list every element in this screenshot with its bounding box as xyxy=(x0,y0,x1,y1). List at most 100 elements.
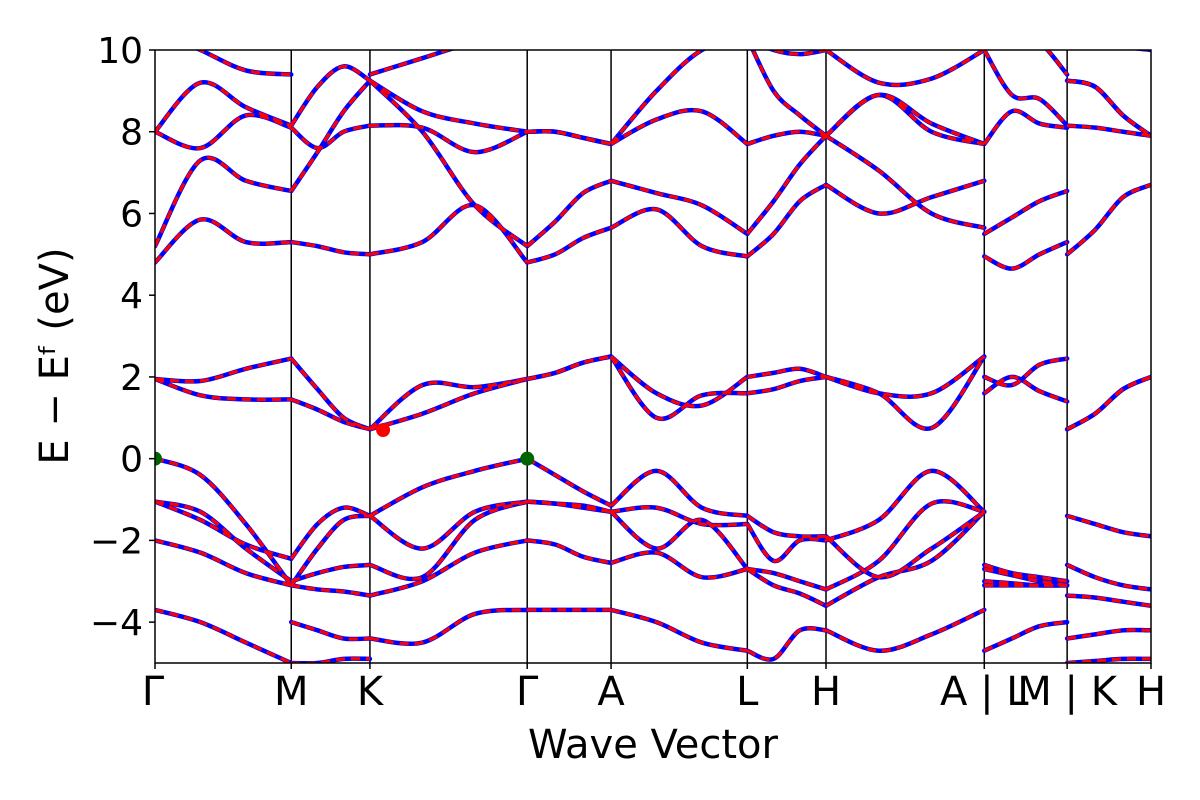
band-line-wannier xyxy=(825,355,986,431)
band-line-wannier xyxy=(1066,375,1151,431)
band-line-wannier xyxy=(289,506,371,560)
band-line-wannier xyxy=(610,179,749,236)
band-line-wannier xyxy=(290,124,371,150)
band-line-wannier xyxy=(196,50,292,77)
band-line-dft xyxy=(608,509,750,572)
band-line-dft xyxy=(982,50,1070,77)
plot-frame xyxy=(154,49,1152,664)
band-line-dft xyxy=(745,513,829,539)
band-line-dft xyxy=(1131,50,1151,53)
wannier-bands xyxy=(155,17,1151,663)
band-line-wannier xyxy=(610,505,748,527)
y-tick-label: 0 xyxy=(120,440,143,481)
band-line-wannier xyxy=(369,608,528,646)
band-edge-markers xyxy=(155,423,535,466)
band-line-wannier xyxy=(526,179,612,248)
band-line-dft xyxy=(1064,123,1151,139)
band-line-wannier xyxy=(526,226,612,265)
x-tick-label: M xyxy=(274,669,309,715)
band-line-wannier xyxy=(825,499,985,591)
band-line-dft xyxy=(823,133,987,231)
band-line-wannier xyxy=(368,377,528,431)
band-line-dft xyxy=(823,92,987,147)
band-line-wannier xyxy=(1066,79,1151,138)
band-line-dft xyxy=(767,50,829,57)
band-line-wannier xyxy=(825,134,985,230)
band-line-wannier xyxy=(610,550,748,580)
band-line-wannier xyxy=(747,367,827,379)
band-line-dft xyxy=(289,619,373,642)
band-line-dft xyxy=(1064,656,1151,663)
band-line-wannier xyxy=(1066,183,1151,256)
band-line-dft xyxy=(367,78,530,134)
band-line-wannier xyxy=(609,510,749,571)
x-tick-label: H xyxy=(811,669,841,715)
band-line-wannier xyxy=(291,657,370,663)
band-line-dft xyxy=(289,562,373,584)
band-line-wannier xyxy=(746,626,827,662)
band-line-dft xyxy=(745,374,829,396)
band-line-dft xyxy=(367,456,530,519)
band-line-dft xyxy=(367,607,530,646)
x-tick-label: L xyxy=(736,669,759,715)
band-line-wannier xyxy=(155,156,292,247)
band-line-wannier xyxy=(610,108,749,146)
band-line-dft xyxy=(367,203,530,265)
band-line-wannier xyxy=(289,514,371,587)
y-tick-label: 8 xyxy=(120,113,143,154)
band-line-wannier xyxy=(746,183,827,258)
x-tick-label: H xyxy=(1136,669,1166,715)
band-line-wannier xyxy=(610,608,748,653)
band-line-wannier xyxy=(983,356,1068,387)
band-line-wannier xyxy=(155,457,293,587)
y-tick-label: 10 xyxy=(97,31,143,72)
band-line-dft xyxy=(155,538,294,588)
band-line-dft xyxy=(823,178,987,216)
band-line-wannier xyxy=(291,240,371,256)
band-line-dft xyxy=(155,80,294,134)
band-line-wannier xyxy=(746,130,827,146)
band-line-wannier xyxy=(155,217,292,264)
band-line-dft xyxy=(524,129,614,147)
band-line-dft xyxy=(745,566,829,609)
band-line-wannier xyxy=(369,123,528,154)
band-line-wannier xyxy=(1136,50,1151,52)
y-tick-label: 2 xyxy=(120,358,143,399)
band-line-dft xyxy=(823,354,987,399)
band-line-dft xyxy=(1064,513,1151,539)
band-line-wannier xyxy=(825,469,986,542)
band-line-wannier xyxy=(369,377,528,431)
band-line-wannier xyxy=(155,500,292,561)
band-line-wannier xyxy=(368,79,529,248)
band-line-wannier xyxy=(825,510,986,608)
y-tick-label: 6 xyxy=(120,194,143,235)
band-line-wannier xyxy=(289,79,372,192)
band-line-wannier xyxy=(369,203,529,264)
band-line-dft xyxy=(823,499,987,592)
band-line-wannier xyxy=(611,17,747,37)
band-line-wannier xyxy=(825,608,985,653)
band-line-dft xyxy=(155,499,294,584)
band-line-dft xyxy=(524,538,614,566)
band-line-wannier xyxy=(369,500,528,581)
band-line-dft xyxy=(1064,562,1151,592)
band-line-dft xyxy=(982,619,1070,653)
band-line-dft xyxy=(823,607,987,653)
y-tick-label: −2 xyxy=(90,521,143,562)
x-tick-label: A xyxy=(597,669,625,715)
band-line-dft xyxy=(1064,627,1151,641)
x-axis-label: Wave Vector xyxy=(528,722,779,768)
band-line-dft xyxy=(1064,593,1151,609)
band-line-dft xyxy=(289,356,373,432)
band-line-wannier xyxy=(526,457,612,508)
cbm-marker xyxy=(376,423,391,438)
band-line-dft xyxy=(289,513,373,588)
x-tick-label: Γ xyxy=(142,669,165,715)
y-axis-ticks: 10 8 6 4 2 0 −2 −4 xyxy=(90,31,155,644)
y-axis-label: E − Eᶠ (eV) xyxy=(32,247,78,464)
band-line-wannier xyxy=(155,113,292,150)
vbm-marker xyxy=(155,451,162,466)
x-tick-label: A | L xyxy=(940,669,1029,715)
band-line-wannier xyxy=(155,356,292,384)
